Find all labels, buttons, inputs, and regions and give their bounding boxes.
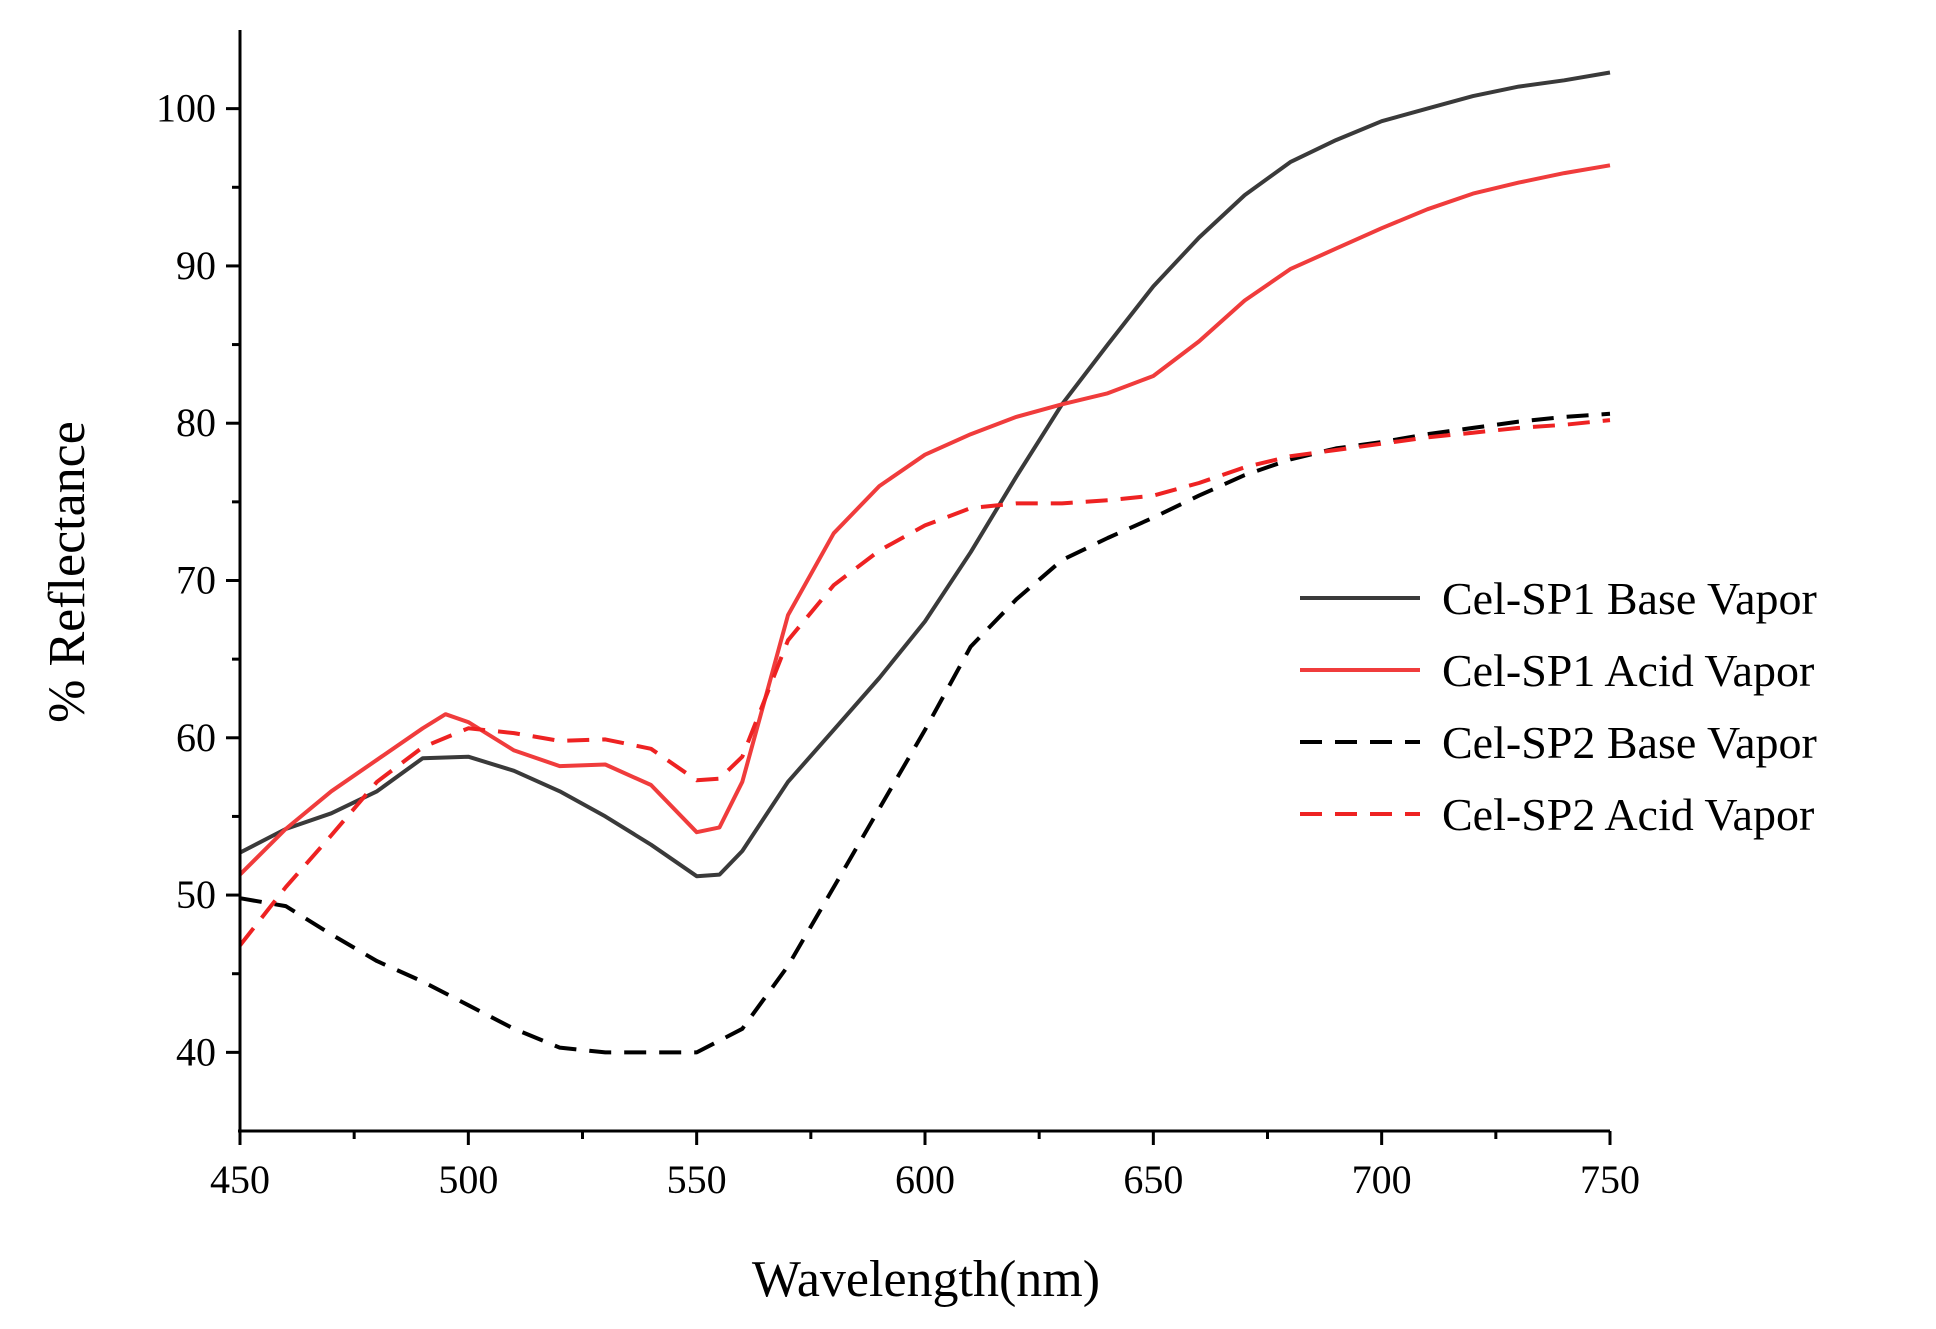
y-tick-label: 100 <box>156 86 216 131</box>
series-line-1 <box>239 70 1611 879</box>
legend: Cel-SP1 Base Vapor Cel-SP1 Acid Vapor Cel-… <box>1300 573 1817 840</box>
legend-label-2: Cel-SP1 Acid Vapor <box>1442 645 1814 696</box>
x-tick-label: 550 <box>667 1157 727 1202</box>
series-line-3 <box>239 411 1611 1055</box>
y-tick-label: 90 <box>176 243 216 288</box>
y-axis-title: % Reflectance <box>39 421 96 723</box>
series-line-4 <box>238 418 1611 947</box>
legend-label-1: Cel-SP1 Base Vapor <box>1442 573 1817 624</box>
y-tick-label: 50 <box>176 872 216 917</box>
y-tick-label: 70 <box>176 558 216 603</box>
series-line-2 <box>238 163 1611 877</box>
x-axis-title: Wavelength(nm) <box>752 1251 1100 1308</box>
series-layer <box>238 70 1611 1055</box>
legend-label-3: Cel-SP2 Base Vapor <box>1442 717 1817 768</box>
x-tick-label: 450 <box>210 1157 270 1202</box>
axes-layer: 450 500 550 600 650 700 750 40 50 60 70 80 90 100 <box>156 30 1640 1202</box>
y-tick-label: 40 <box>176 1029 216 1074</box>
x-tick-label: 650 <box>1123 1157 1183 1202</box>
y-tick-label: 80 <box>176 400 216 445</box>
x-tick-label: 600 <box>895 1157 955 1202</box>
legend-label-4: Cel-SP2 Acid Vapor <box>1442 789 1814 840</box>
x-tick-label: 750 <box>1580 1157 1640 1202</box>
x-tick-label: 500 <box>438 1157 498 1202</box>
x-tick-label: 700 <box>1352 1157 1412 1202</box>
y-tick-label: 60 <box>176 715 216 760</box>
